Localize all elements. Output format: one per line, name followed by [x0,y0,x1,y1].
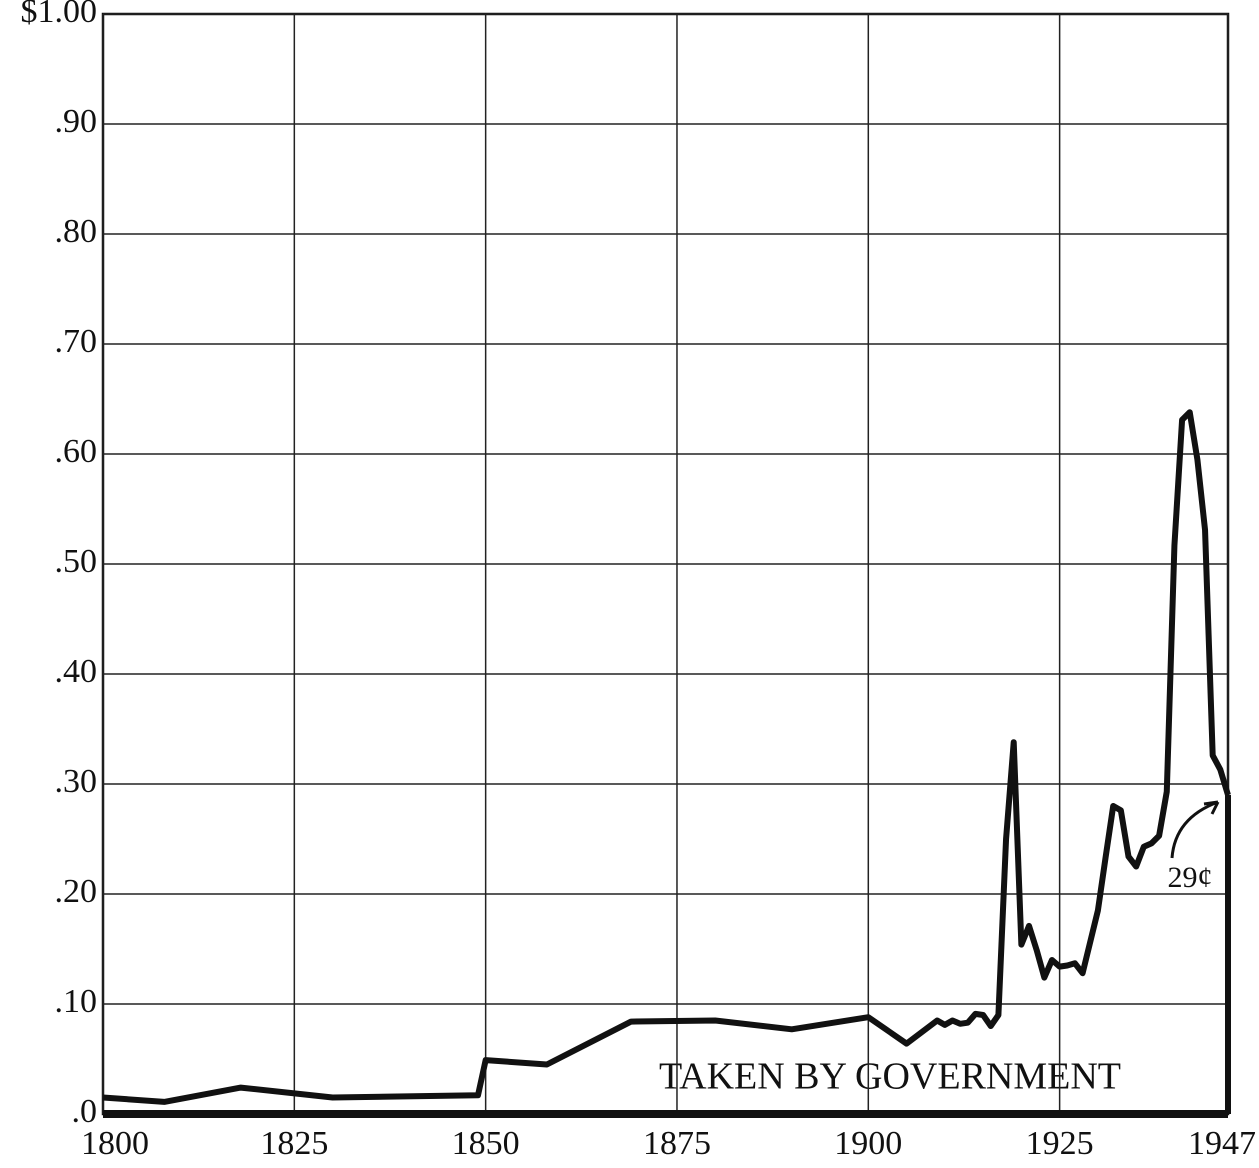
y-tick-label: $1.00 [21,0,98,30]
annotation-arrow [1170,800,1220,859]
x-tick-label: 1875 [643,1125,711,1162]
y-tick-label: .30 [55,763,98,800]
y-tick-label: .70 [55,323,98,360]
y-tick-label: .50 [55,543,98,580]
x-tick-label: 1850 [452,1125,520,1162]
annotation: TAKEN BY GOVERNMENT [659,1056,1121,1098]
y-tick-label: .20 [55,873,98,910]
y-tick-label: .80 [55,213,98,250]
y-tick-label: .40 [55,653,98,690]
y-tick-label: .90 [55,103,98,140]
x-tick-label: 1947 [1188,1125,1256,1162]
x-tick-label: 1900 [834,1125,902,1162]
x-tick-label: 1825 [260,1125,328,1162]
y-tick-label: .0 [72,1093,98,1130]
annotation: 29¢ [1168,861,1213,894]
y-tick-label: .60 [55,433,98,470]
y-tick-label: .10 [55,983,98,1020]
x-tick-label: 1800 [81,1125,149,1162]
data-line [102,409,1231,1105]
x-tick-label: 1925 [1026,1125,1094,1162]
